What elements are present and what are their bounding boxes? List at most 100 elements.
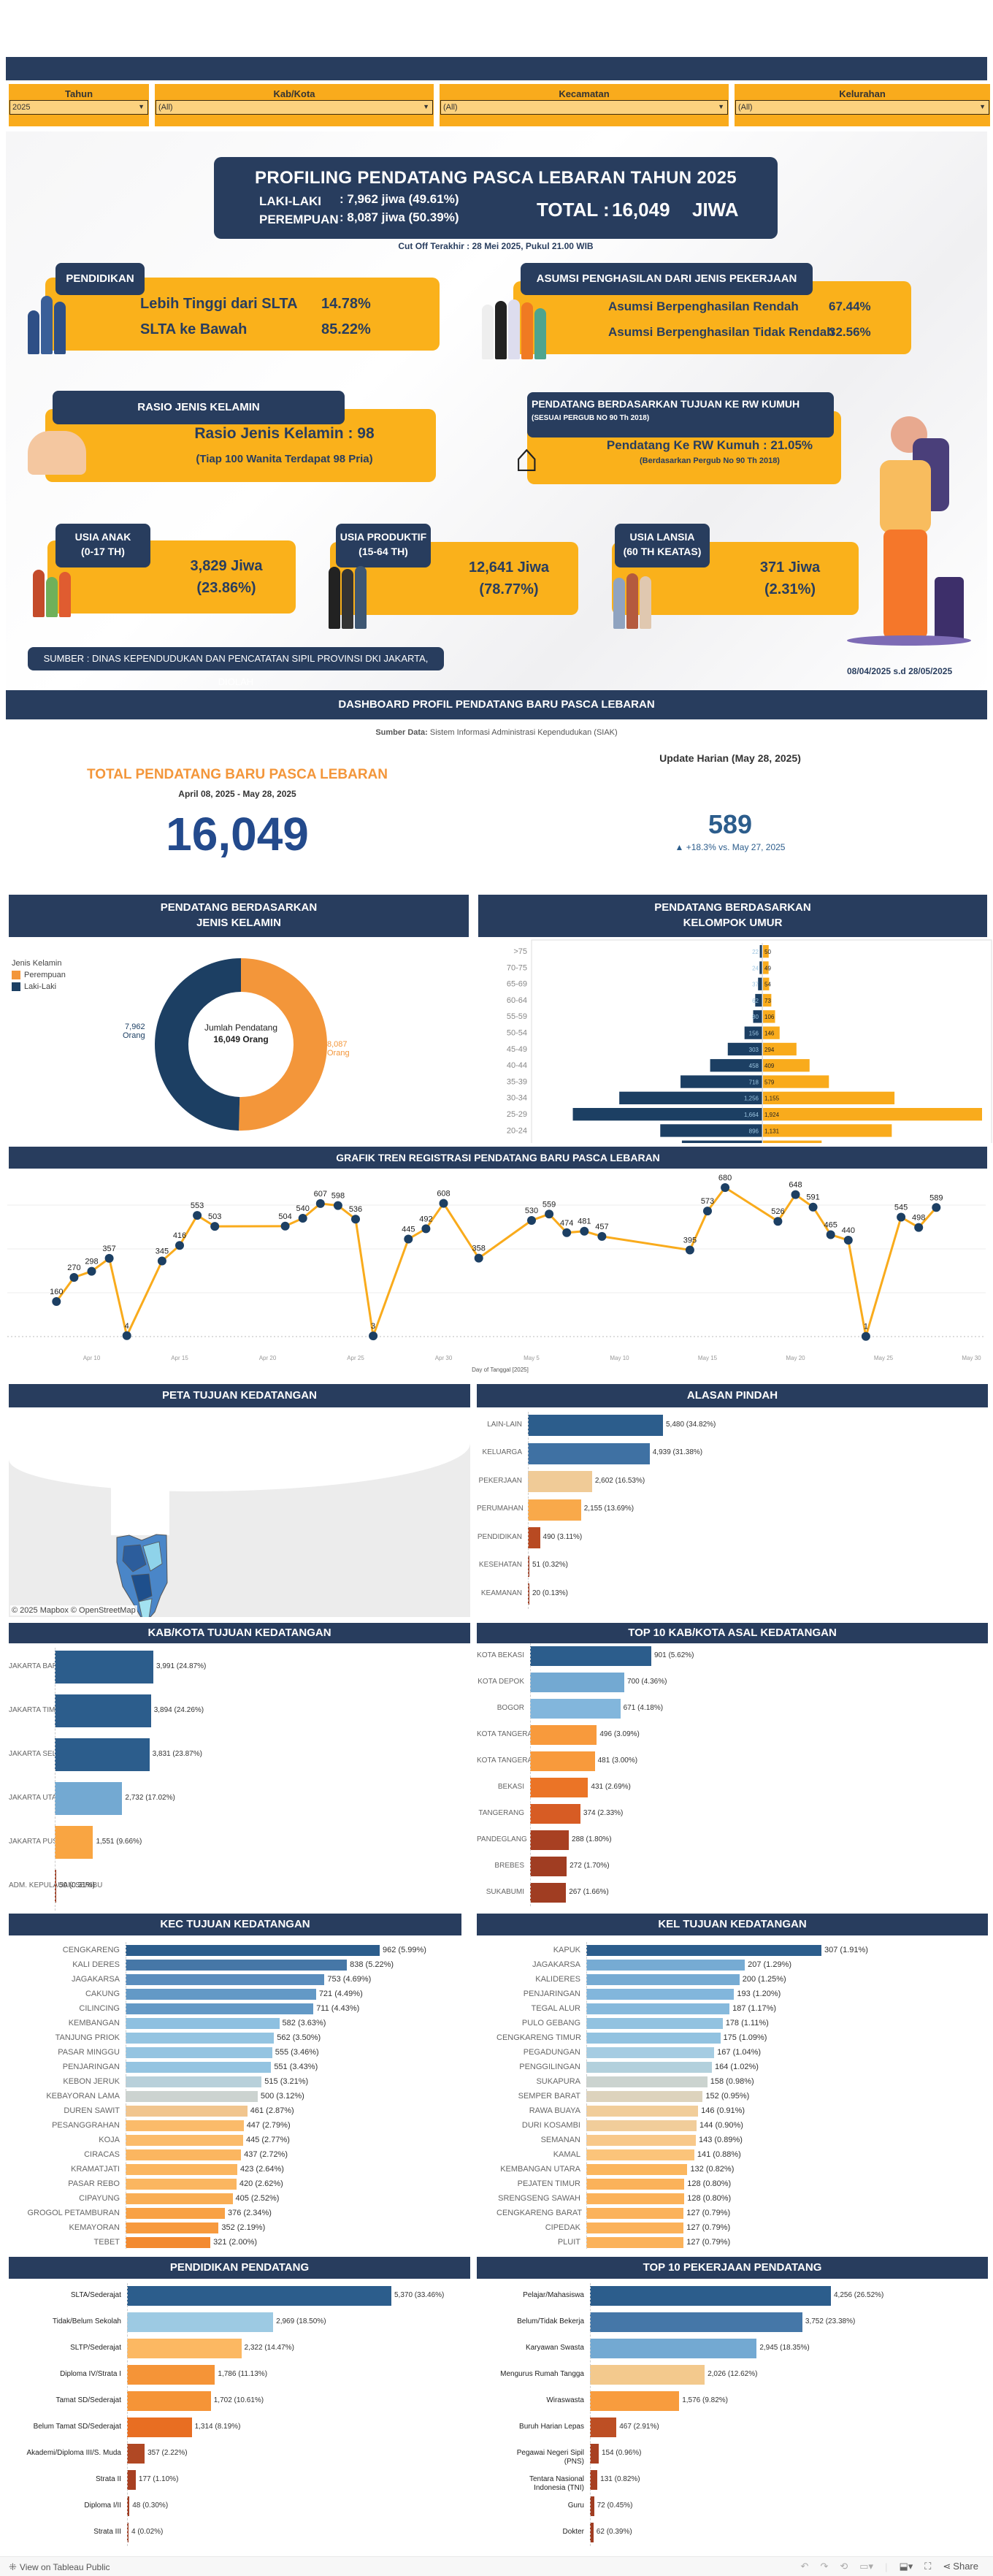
trend-point[interactable] (404, 1234, 413, 1244)
trend-point[interactable] (52, 1297, 61, 1306)
bar[interactable] (530, 1646, 651, 1666)
bar[interactable] (590, 2523, 594, 2542)
pyramid-bar-male[interactable] (681, 1140, 762, 1143)
trend-point[interactable] (104, 1253, 114, 1263)
trend-point[interactable] (861, 1331, 870, 1341)
bar[interactable] (55, 1651, 153, 1683)
bar[interactable] (586, 2179, 685, 2190)
pause-icon[interactable]: ▭▾ (859, 2561, 874, 2572)
pyramid-bar-female[interactable] (763, 1042, 797, 1056)
bar[interactable] (586, 2208, 684, 2219)
trend-point[interactable] (298, 1214, 307, 1223)
bar[interactable] (528, 1471, 592, 1492)
trend-point[interactable] (685, 1245, 694, 1255)
trend-point[interactable] (826, 1230, 835, 1239)
trend-point[interactable] (527, 1216, 536, 1225)
bar[interactable] (127, 2286, 391, 2306)
filter-tahun-select[interactable]: 2025 ▼ (9, 100, 148, 115)
trend-point[interactable] (421, 1224, 431, 1234)
bar[interactable] (586, 2149, 694, 2160)
bar[interactable] (127, 2496, 130, 2516)
filter-kelurahan-select[interactable]: (All) ▼ (735, 100, 989, 115)
bar[interactable] (126, 2033, 275, 2044)
pyramid-bar-female[interactable] (763, 993, 772, 1007)
bar[interactable] (530, 1699, 621, 1719)
trend-point[interactable] (315, 1199, 325, 1208)
bar[interactable] (530, 1883, 567, 1903)
pyramid-bar-male[interactable] (755, 993, 762, 1007)
bar[interactable] (55, 1826, 93, 1859)
donut-slice-perempuan[interactable] (239, 958, 328, 1131)
bar[interactable] (528, 1583, 529, 1605)
bar[interactable] (528, 1555, 529, 1577)
fullscreen-icon[interactable]: ⛶ (924, 2561, 932, 2572)
bar[interactable] (530, 1778, 588, 1797)
bar[interactable] (127, 2365, 215, 2385)
bar[interactable] (586, 2091, 703, 2102)
bar[interactable] (586, 2018, 723, 2029)
trend-point[interactable] (597, 1231, 607, 1241)
trend-point[interactable] (122, 1331, 131, 1340)
donut-slice-laki-laki[interactable] (155, 958, 241, 1131)
trend-point[interactable] (369, 1331, 378, 1341)
bar[interactable] (586, 2120, 697, 2131)
bar[interactable] (586, 2237, 684, 2248)
bar[interactable] (590, 2339, 757, 2358)
bar[interactable] (586, 2047, 715, 2058)
trend-point[interactable] (843, 1236, 853, 1245)
legend-item-perempuan[interactable]: Perempuan (12, 971, 66, 979)
share-button[interactable]: ⋖ Share (943, 2561, 978, 2572)
bar[interactable] (126, 2120, 244, 2131)
bar[interactable] (586, 2033, 721, 2044)
pyramid-bar-female[interactable] (763, 977, 770, 990)
bar[interactable] (127, 2470, 136, 2490)
bar[interactable] (528, 1499, 581, 1521)
revert-icon[interactable]: ⟲ (840, 2561, 848, 2572)
bar[interactable] (530, 1673, 624, 1692)
pyramid-bar-male[interactable] (744, 1026, 762, 1039)
legend-item-laki-laki[interactable]: Laki-Laki (12, 982, 66, 991)
trend-point[interactable] (210, 1222, 220, 1231)
pyramid-bar-male[interactable] (759, 961, 762, 974)
pyramid-bar-male[interactable] (759, 945, 762, 958)
pyramid-bar-male[interactable] (680, 1075, 762, 1088)
pyramid-bar-female[interactable] (763, 961, 769, 974)
bar[interactable] (126, 2149, 242, 2160)
bar[interactable] (590, 2418, 617, 2437)
bar[interactable] (127, 2418, 192, 2437)
bar[interactable] (127, 2444, 145, 2464)
bar[interactable] (530, 1725, 597, 1745)
bar[interactable] (586, 1960, 745, 1971)
bar[interactable] (126, 2076, 262, 2087)
bar[interactable] (55, 1694, 151, 1727)
bar[interactable] (528, 1527, 540, 1548)
bar[interactable] (590, 2391, 680, 2411)
bar[interactable] (126, 1974, 325, 1985)
bar[interactable] (530, 1751, 595, 1771)
pyramid-bar-female[interactable] (763, 1026, 780, 1039)
trend-point[interactable] (439, 1199, 448, 1208)
bar[interactable] (126, 2193, 233, 2204)
trend-point[interactable] (791, 1190, 800, 1199)
bar[interactable] (590, 2286, 831, 2306)
pyramid-bar-female[interactable] (763, 1059, 810, 1072)
bar[interactable] (586, 1989, 735, 2000)
pyramid-bar-female[interactable] (763, 1124, 892, 1137)
trend-point[interactable] (721, 1183, 730, 1192)
bar[interactable] (55, 1782, 123, 1815)
bar[interactable] (126, 2164, 238, 2175)
bar[interactable] (55, 1738, 150, 1771)
bar[interactable] (126, 2091, 258, 2102)
pyramid-bar-female[interactable] (763, 1140, 822, 1143)
bar[interactable] (126, 1945, 380, 1956)
trend-point[interactable] (175, 1241, 184, 1250)
trend-point[interactable] (703, 1207, 712, 1216)
bar[interactable] (586, 2106, 699, 2117)
trend-point[interactable] (545, 1209, 554, 1219)
pyramid-bar-female[interactable] (763, 1108, 982, 1121)
trend-point[interactable] (351, 1215, 360, 1224)
filter-kabkota-select[interactable]: (All) ▼ (156, 100, 433, 115)
trend-point[interactable] (562, 1228, 572, 1237)
bar[interactable] (126, 1989, 316, 2000)
pyramid-bar-female[interactable] (763, 1075, 829, 1088)
